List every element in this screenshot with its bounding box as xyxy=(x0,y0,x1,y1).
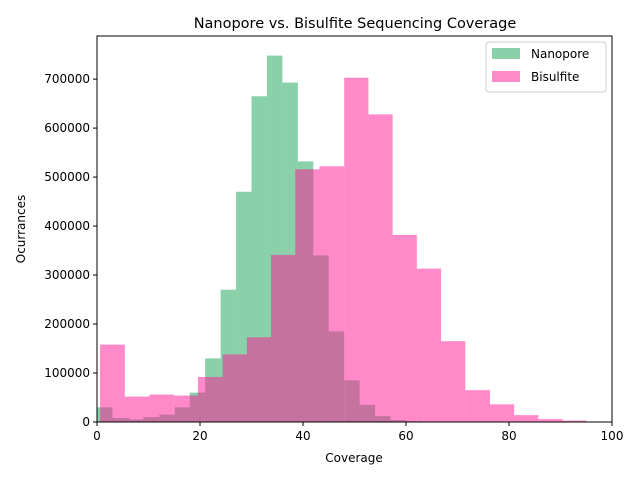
x-axis-ticks: 0 20 40 60 80 100 xyxy=(93,422,623,443)
x-tick-label: 20 xyxy=(192,429,207,443)
bar-bisulfite-13 xyxy=(416,268,442,422)
bar-bisulfite-16 xyxy=(489,404,515,422)
x-tick-label: 60 xyxy=(398,429,413,443)
y-tick-label: 100000 xyxy=(44,366,90,380)
x-tick-label: 40 xyxy=(295,429,310,443)
y-tick-label: 0 xyxy=(82,415,90,429)
y-tick-label: 700000 xyxy=(44,72,90,86)
y-axis-label: Ocurrances xyxy=(14,195,28,264)
plot-bars xyxy=(97,55,612,423)
y-tick-label: 200000 xyxy=(44,317,90,331)
legend-swatch-nanopore xyxy=(492,48,520,59)
bar-bisulfite-17 xyxy=(514,415,539,422)
bar-bisulfite-4 xyxy=(197,376,223,422)
bar-bisulfite-3 xyxy=(173,395,198,422)
bar-bisulfite-19 xyxy=(562,420,587,422)
x-tick-label: 80 xyxy=(501,429,516,443)
bar-bisulfite-18 xyxy=(538,419,563,422)
bar-bisulfite-2 xyxy=(149,394,174,422)
legend: Nanopore Bisulfite xyxy=(485,41,607,93)
legend-label-bisulfite: Bisulfite xyxy=(531,70,579,84)
bar-bisulfite-15 xyxy=(465,390,490,422)
bar-bisulfite-6 xyxy=(246,337,272,422)
y-tick-label: 600000 xyxy=(44,121,90,135)
bar-bisulfite-7 xyxy=(271,254,296,422)
bar-bisulfite-8 xyxy=(295,169,320,422)
bar-bisulfite-14 xyxy=(441,341,466,422)
bar-bisulfite-12 xyxy=(392,234,417,422)
legend-label-nanopore: Nanopore xyxy=(531,47,589,61)
x-tick-label: 0 xyxy=(93,429,101,443)
bar-bisulfite-10 xyxy=(344,77,369,422)
x-axis-label: Coverage xyxy=(325,451,383,465)
x-tick-label: 100 xyxy=(601,429,624,443)
y-tick-label: 400000 xyxy=(44,219,90,233)
bar-nanopore-0 xyxy=(97,407,101,422)
legend-swatch-bisulfite xyxy=(492,71,520,82)
chart-title: Nanopore vs. Bisulfite Sequencing Covera… xyxy=(194,16,517,32)
bar-bisulfite-5 xyxy=(222,354,247,422)
y-tick-label: 300000 xyxy=(44,268,90,282)
bar-bisulfite-0 xyxy=(100,344,125,422)
bar-bisulfite-9 xyxy=(319,166,345,422)
y-tick-label: 500000 xyxy=(44,170,90,184)
bar-bisulfite-1 xyxy=(124,396,150,422)
plot-frame xyxy=(96,35,613,423)
y-axis-ticks: 0 100000 200000 300000 400000 500000 600000 700… xyxy=(44,72,97,429)
bar-bisulfite-11 xyxy=(368,114,393,422)
